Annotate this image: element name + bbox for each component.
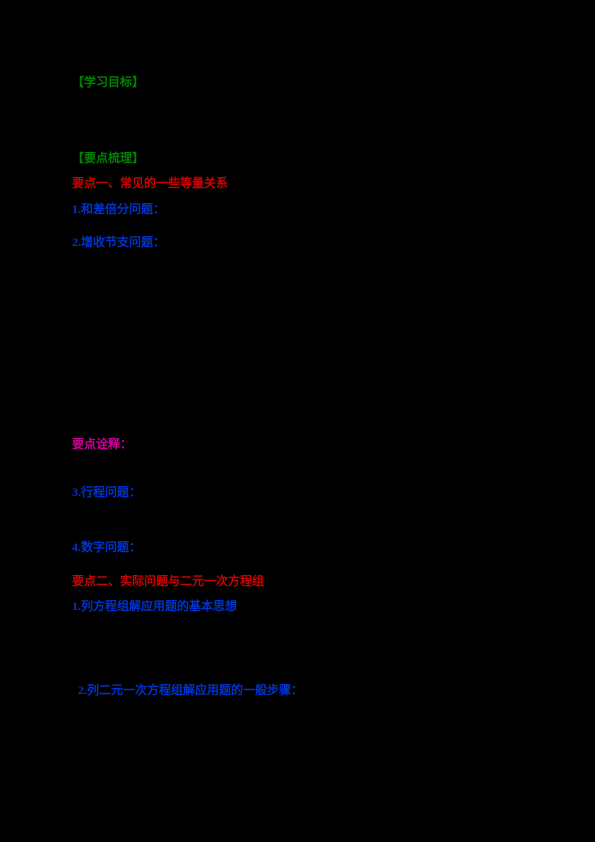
point-explanation: 要点诠释： [72, 437, 132, 451]
spacer [72, 98, 535, 148]
spacer [72, 672, 535, 680]
subpoint-2-1: 1.列方程组解应用题的基本思想 [72, 599, 237, 613]
spacer [72, 507, 535, 529]
spacer [72, 224, 535, 232]
spacer [72, 258, 535, 346]
subpoint-1: 1.和差倍分问题： [72, 202, 165, 216]
subpoint-2-2: 2.列二元一次方程组解应用题的一般步骤： [78, 683, 303, 697]
point-two-heading: 要点二、实际问题与二元一次方程组 [72, 574, 264, 588]
spacer [72, 563, 535, 571]
spacer [72, 460, 535, 482]
subpoint-3: 3.行程问题： [72, 485, 141, 499]
spacer [72, 529, 535, 537]
point-one-heading: 要点一、常见的一些等量关系 [72, 176, 228, 190]
heading-key-points: 【要点梳理】 [72, 151, 144, 165]
spacer [72, 622, 535, 672]
subpoint-4: 4.数字问题： [72, 540, 141, 554]
heading-learning-objectives: 【学习目标】 [72, 75, 144, 89]
subpoint-2: 2.增收节支问题： [72, 235, 165, 249]
spacer [72, 346, 535, 434]
